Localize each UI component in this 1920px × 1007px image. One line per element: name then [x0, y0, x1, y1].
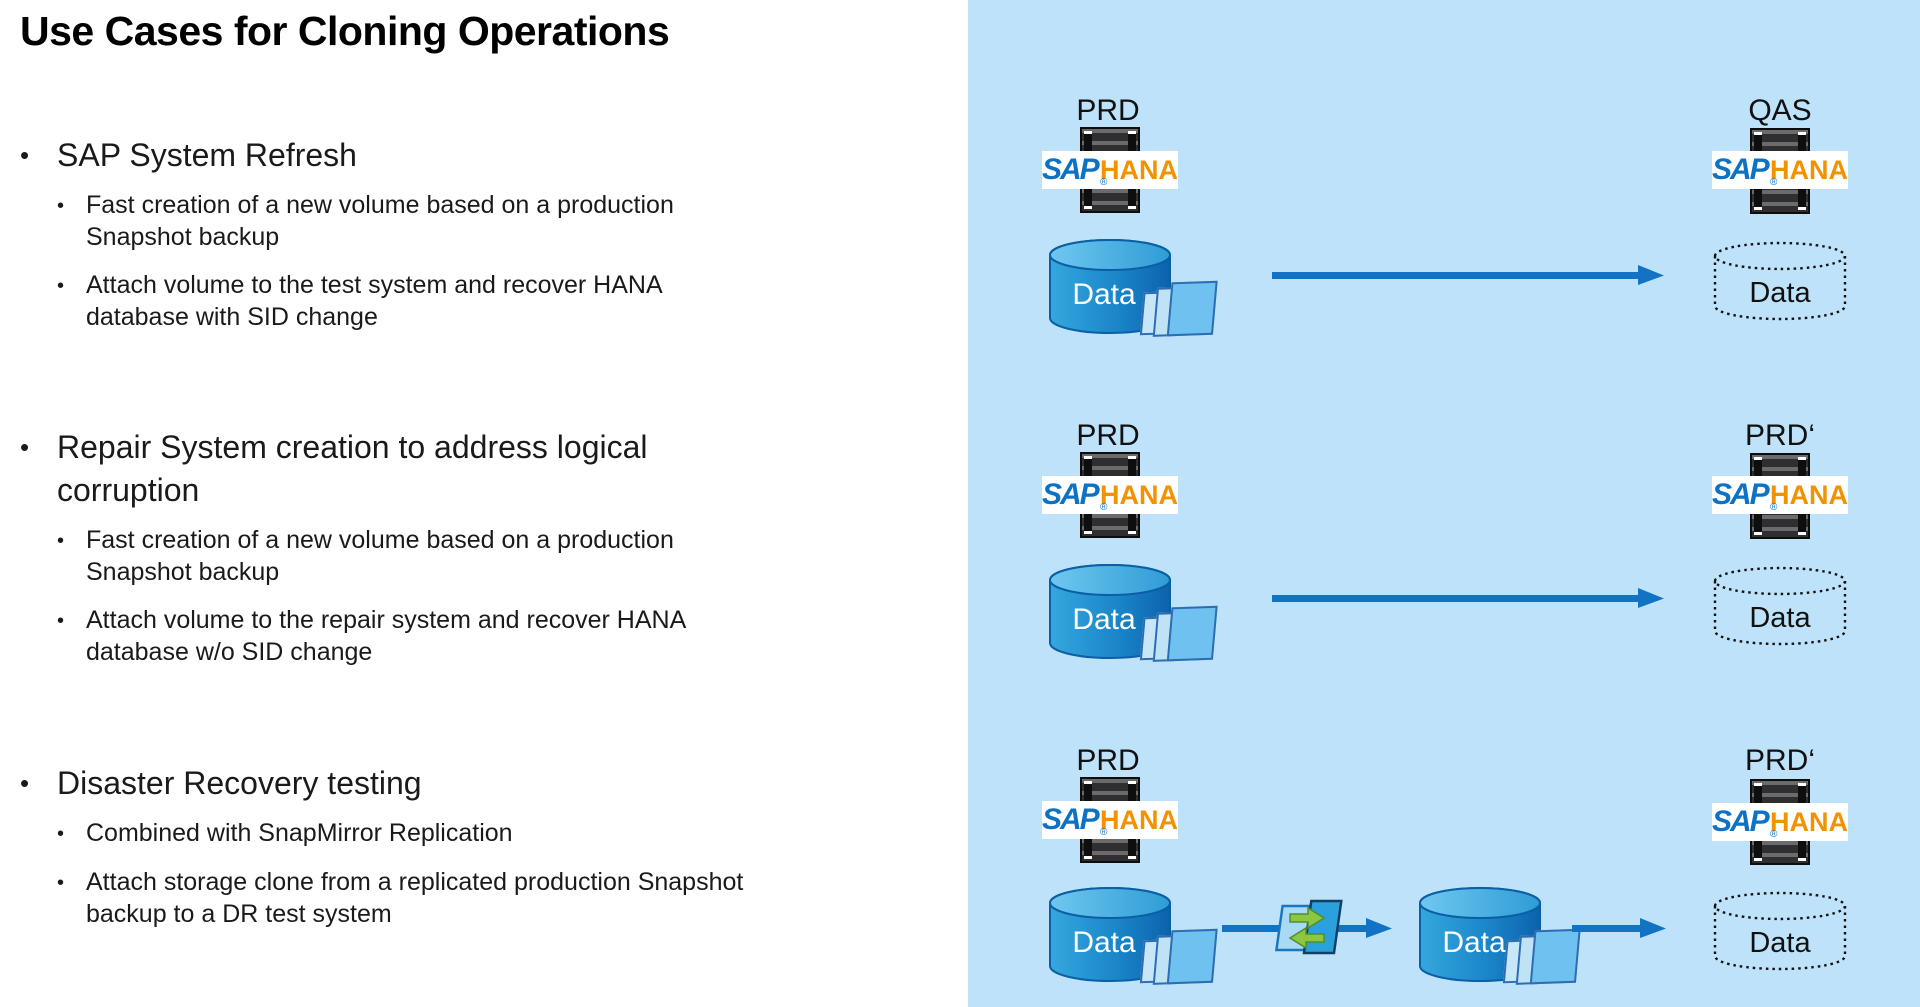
hana-logo-text: HANA [1770, 154, 1848, 185]
snapshot-copies-icon [1502, 928, 1581, 990]
bullet-icon: • [20, 768, 30, 798]
bullet-icon: • [20, 432, 30, 462]
page-title: Use Cases for Cloning Operations [20, 8, 670, 54]
registered-mark: ® [1100, 177, 1108, 188]
dashed-database-cylinder: Data [1713, 566, 1847, 646]
system-label-prd: PRD [1076, 744, 1140, 777]
sub-line: Fast creation of a new volume based on a… [86, 526, 674, 554]
sap-hana-logo: SAP HANA ® [1042, 151, 1178, 189]
sub-line: Attach volume to the test system and rec… [86, 271, 663, 299]
sub-line: database w/o SID change [86, 638, 373, 666]
snapshot-copies-icon [1139, 605, 1218, 667]
sub-line: Snapshot backup [86, 558, 280, 586]
hana-logo-text: HANA [1100, 479, 1178, 510]
registered-mark: ® [1770, 502, 1778, 513]
snapshot-copies-icon [1139, 280, 1218, 342]
sub-line: Attach volume to the repair system and r… [86, 606, 687, 634]
bullet-heading: • Repair System creation to address logi… [20, 426, 686, 512]
volume-label: Data [1442, 926, 1506, 959]
registered-mark: ® [1100, 827, 1108, 838]
clone-arrow-icon [1572, 918, 1666, 938]
volume-label: Data [1749, 602, 1811, 634]
sap-hana-logo: SAP HANA ® [1712, 151, 1848, 189]
volume-label: Data [1072, 278, 1136, 311]
sub-line: Fast creation of a new volume based on a… [86, 191, 674, 219]
system-label-prd: PRD [1076, 419, 1140, 452]
sub-bullet-icon: • [57, 195, 65, 217]
sub-bullet-icon: • [57, 610, 65, 632]
sub-line: database with SID change [86, 303, 378, 331]
dashed-database-cylinder: Data [1713, 241, 1847, 321]
sub-bullet: • Fast creation of a new volume based on… [57, 524, 686, 588]
sub-bullet: • Combined with SnapMirror Replication [57, 817, 743, 850]
hana-logo-text: HANA [1100, 154, 1178, 185]
volume-label: Data [1072, 603, 1136, 636]
replicate-forward-arrow-icon [1289, 906, 1326, 930]
bullet-heading: • Disaster Recovery testing [20, 762, 743, 805]
registered-mark: ® [1770, 829, 1778, 840]
hana-logo-text: HANA [1100, 804, 1178, 835]
registered-mark: ® [1100, 502, 1108, 513]
hana-logo-text: HANA [1770, 479, 1848, 510]
volume-label: Data [1749, 277, 1811, 309]
volume-label: Data [1749, 927, 1811, 959]
heading-line: corruption [57, 472, 200, 508]
sub-bullet-icon: • [57, 530, 65, 552]
sap-hana-logo: SAP HANA ® [1712, 803, 1848, 841]
hana-logo-text: HANA [1770, 806, 1848, 837]
bullet-section-repair-system: • Repair System creation to address logi… [20, 426, 686, 668]
sub-line: backup to a DR test system [86, 900, 392, 928]
sap-hana-logo: SAP HANA ® [1712, 476, 1848, 514]
sub-bullet: • Fast creation of a new volume based on… [57, 189, 674, 253]
bullet-heading: • SAP System Refresh [20, 134, 674, 177]
sub-bullet-icon: • [57, 275, 65, 297]
heading-line: SAP System Refresh [57, 137, 357, 173]
clone-arrow-icon [1272, 265, 1664, 285]
sap-hana-logo: SAP HANA ® [1042, 801, 1178, 839]
sub-bullet: • Attach volume to the repair system and… [57, 604, 686, 668]
bullet-icon: • [20, 140, 30, 170]
system-label-qas: QAS [1748, 94, 1812, 127]
sub-bullet-icon: • [57, 823, 65, 845]
database-cylinder: Data [1049, 887, 1171, 982]
sub-line: Snapshot backup [86, 223, 280, 251]
sub-bullet: • Attach volume to the test system and r… [57, 269, 674, 333]
database-cylinder: Data [1049, 239, 1171, 334]
bullet-section-sap-system-refresh: • SAP System Refresh • Fast creation of … [20, 134, 674, 333]
heading-line: Disaster Recovery testing [57, 765, 422, 801]
bullet-section-dr-testing: • Disaster Recovery testing • Combined w… [20, 762, 743, 930]
sub-bullet: • Attach storage clone from a replicated… [57, 866, 743, 930]
clone-arrow-icon [1272, 588, 1664, 608]
sub-line: Combined with SnapMirror Replication [86, 819, 513, 847]
heading-line: Repair System creation to address logica… [57, 429, 648, 465]
volume-label: Data [1072, 926, 1136, 959]
snapmirror-replication-icon [1274, 899, 1343, 955]
sap-hana-logo: SAP HANA ® [1042, 476, 1178, 514]
system-label-prd-prime: PRD‘ [1744, 419, 1815, 452]
system-label-prd: PRD [1076, 94, 1140, 127]
snapshot-copies-icon [1139, 928, 1218, 990]
dashed-database-cylinder: Data [1713, 891, 1847, 971]
sub-line: Attach storage clone from a replicated p… [86, 868, 744, 896]
replicate-back-arrow-icon [1288, 926, 1325, 950]
sub-bullet-icon: • [57, 872, 65, 894]
system-label-prd-prime: PRD‘ [1744, 744, 1815, 777]
registered-mark: ® [1770, 177, 1778, 188]
